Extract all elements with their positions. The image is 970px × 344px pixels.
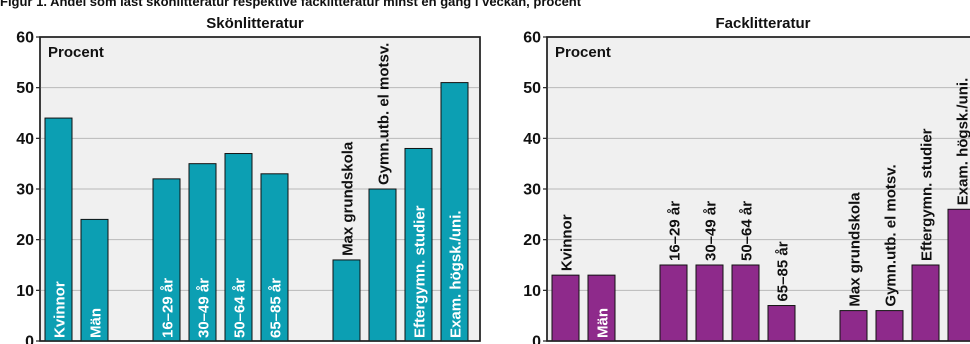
y-tick-label: 60: [523, 30, 541, 47]
y-tick-label: 40: [16, 131, 34, 148]
bar-gymn-utb-el-motsv: [368, 188, 397, 342]
y-tick-label: 0: [532, 334, 541, 344]
bar-65-85-ar: [767, 305, 796, 342]
y-tick-label: 50: [16, 80, 34, 97]
bar-eftergymn-studier: [911, 264, 940, 342]
y-tick-label: 20: [523, 232, 541, 249]
category-label-exam-hogsk-uni: Exam. högsk./uni.: [955, 78, 970, 206]
bar-kvinnor: [551, 274, 580, 342]
y-tick-label: 40: [523, 131, 541, 148]
category-label-65-85-ar: 65–85 år: [268, 278, 285, 338]
y-axis-label: Procent: [555, 44, 611, 61]
y-tick-label: 10: [523, 283, 541, 300]
bar-50-64-ar: [731, 264, 760, 342]
category-label-eftergymn-studier: Eftergymn. studier: [412, 205, 429, 338]
category-label-16-29-ar: 16–29 år: [160, 278, 177, 338]
category-label-16-29-ar: 16–29 år: [667, 201, 684, 261]
category-label-eftergymn-studier: Eftergymn. studier: [919, 128, 936, 261]
bar-65-85-ar: [260, 173, 289, 342]
category-label-kvinnor: Kvinnor: [559, 214, 576, 271]
plot-frame: [39, 36, 481, 342]
y-tick-label: 0: [25, 334, 34, 344]
category-label-30-49-ar: 30–49 år: [703, 201, 720, 261]
bar-16-29-ar: [659, 264, 688, 342]
bar-max-grundskola: [332, 259, 361, 342]
chart-title: Skönlitteratur: [206, 15, 304, 32]
bar-16-29-ar: [152, 178, 181, 342]
y-axis-label: Procent: [48, 44, 104, 61]
bar-man: [587, 274, 616, 342]
y-tick-label: 10: [16, 283, 34, 300]
chart-facklitteratur: 0 10 20 30 40 50 60 Facklitteratur Procent Kvinno…: [523, 15, 970, 344]
category-label-man: Män: [595, 308, 612, 338]
category-label-50-64-ar: 50–64 år: [232, 278, 249, 338]
category-label-30-49-ar: 30–49 år: [196, 278, 213, 338]
y-tick-label: 30: [523, 182, 541, 199]
category-label-exam-hogsk-uni: Exam. högsk./uni.: [448, 210, 465, 338]
category-label-kvinnor: Kvinnor: [52, 281, 69, 338]
chart-title: Facklitteratur: [715, 15, 810, 32]
cut-off-figure-caption: Figur 1. Andel som läst skönlitteratur r…: [0, 0, 970, 10]
figure-caption: Figur 1. Andel som läst skönlitteratur r…: [0, 0, 582, 9]
bar-kvinnor: [44, 117, 73, 342]
bar-30-49-ar: [188, 163, 217, 342]
y-tick-label: 60: [16, 30, 34, 47]
bar-50-64-ar: [224, 153, 253, 342]
bar-gymn-utb-el-motsv: [875, 310, 904, 342]
category-label-50-64-ar: 50–64 år: [739, 201, 756, 261]
bar-exam-hogsk-uni: [440, 82, 469, 342]
bar-exam-hogsk-uni: [947, 208, 970, 342]
category-label-gymn-utb-el-motsv: Gymn.utb. el motsv.: [883, 164, 900, 306]
category-label-gymn-utb-el-motsv: Gymn.utb. el motsv.: [376, 43, 393, 185]
chart-skonlitteratur: 0 10 20 30 40 50 60 Skönlitteratur Procent Kvinno…: [16, 15, 481, 344]
plot-frame: [546, 36, 970, 342]
category-label-man: Män: [88, 308, 105, 338]
category-label-65-85-ar: 65–85 år: [775, 241, 792, 301]
y-tick-label: 20: [16, 232, 34, 249]
y-tick-label: 50: [523, 80, 541, 97]
category-label-max-grundskola: Max grundskola: [340, 141, 357, 256]
category-label-max-grundskola: Max grundskola: [847, 192, 864, 307]
bar-man: [80, 218, 109, 342]
y-tick-label: 30: [16, 182, 34, 199]
bar-max-grundskola: [839, 310, 868, 342]
bar-30-49-ar: [695, 264, 724, 342]
